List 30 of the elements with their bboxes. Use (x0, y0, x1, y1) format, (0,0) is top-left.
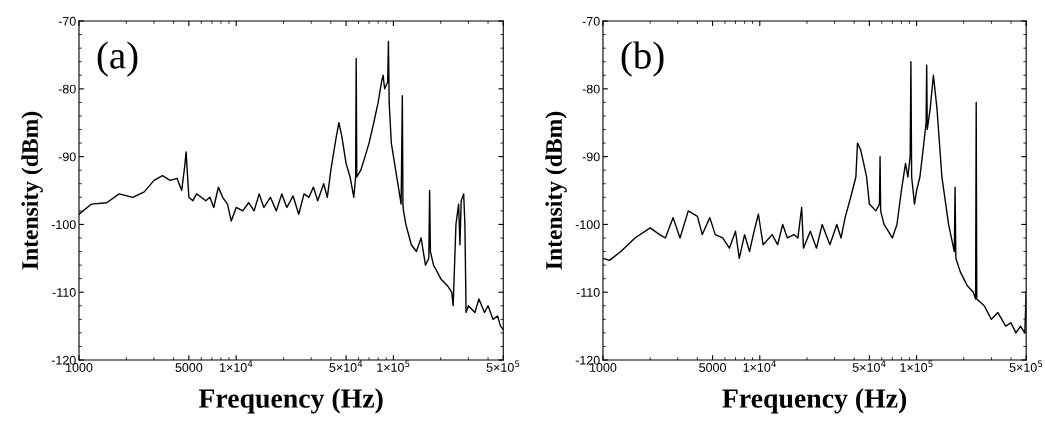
y-tick-label: -100 (575, 220, 600, 230)
x-tick-label: 1000 (590, 363, 617, 372)
x-tick-label: 5×10$^{5}$ (1009, 360, 1043, 372)
y-tick-label: -90 (582, 152, 600, 162)
y-axis-title: Intensity (dBm) (21, 111, 43, 270)
y-tick-label: -100 (51, 220, 76, 230)
x-tick-label: 1×10$^{4}$ (220, 360, 253, 372)
y-tick-label: -120 (575, 355, 600, 365)
y-tick-label: -70 (582, 16, 600, 26)
y-tick-label: -90 (58, 152, 76, 162)
y-tick-label: -70 (58, 16, 76, 26)
y-tick-label: -110 (52, 288, 76, 297)
x-tick-label: 5×10$^{4}$ (329, 360, 363, 372)
x-tick-label: 5×10$^{4}$ (852, 360, 886, 372)
x-tick-label: 5000 (699, 363, 726, 372)
y-tick-label: -110 (576, 288, 600, 297)
y-axis-title: Intensity (dBm) (545, 111, 567, 270)
x-tick-label: 1×10$^{4}$ (743, 360, 776, 372)
x-tick-label: 5000 (175, 363, 203, 372)
x-tick-label: 5×10$^{5}$ (486, 360, 520, 372)
x-tick-label: 1×10$^{5}$ (377, 360, 410, 372)
x-axis-title: Frequency (Hz) (198, 388, 383, 414)
y-tick-label: -120 (51, 355, 76, 365)
annotation: (a) (97, 41, 138, 77)
y-tick-label: -80 (582, 84, 600, 94)
x-tick-label: 1×10$^{5}$ (900, 360, 933, 372)
x-axis-title: Frequency (Hz) (722, 388, 907, 414)
x-tick-label: 1000 (66, 363, 93, 372)
annotation: (b) (621, 41, 664, 77)
y-tick-label: -80 (58, 84, 76, 94)
